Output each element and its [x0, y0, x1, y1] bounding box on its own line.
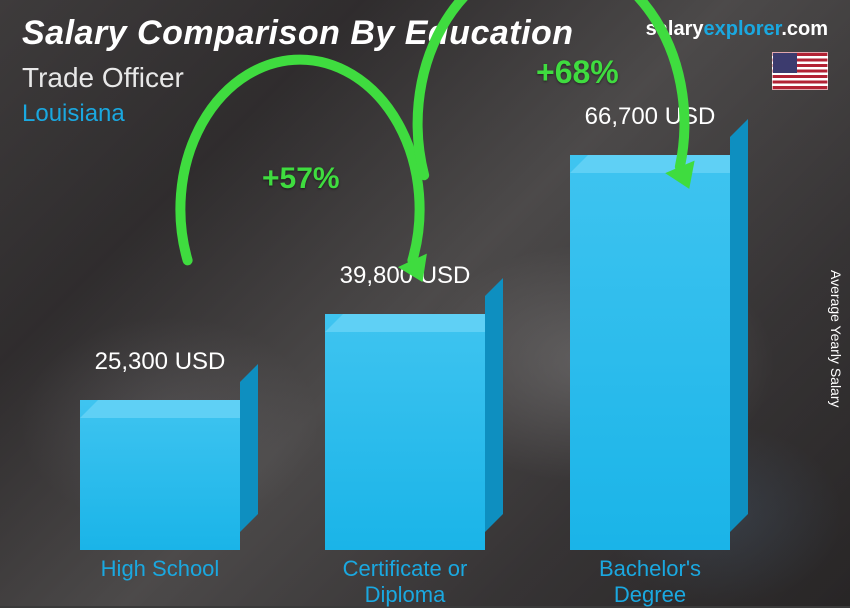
bar-group: 25,300 USD — [80, 400, 240, 550]
brand-accent: explorer — [703, 18, 781, 40]
job-subtitle: Trade Officer — [22, 62, 184, 94]
bar-top-face — [80, 400, 258, 418]
bar — [80, 400, 240, 550]
bar-label: Certificate orDiploma — [295, 556, 515, 608]
yaxis-label: Average Yearly Salary — [828, 270, 844, 408]
chart-container: Salary Comparison By Education Trade Off… — [0, 0, 850, 606]
flag-icon — [772, 52, 828, 90]
bar-side-face — [730, 119, 748, 532]
increase-percent: +57% — [262, 162, 340, 196]
brand-suffix: .com — [781, 18, 828, 40]
bar-side-face — [240, 364, 258, 532]
labels-area: High SchoolCertificate orDiplomaBachelor… — [80, 550, 780, 606]
increase-percent: +68% — [536, 54, 619, 91]
bar — [325, 314, 485, 550]
bar-group: 39,800 USD — [325, 314, 485, 550]
bar-label: High School — [50, 556, 270, 582]
bar-label: Bachelor'sDegree — [540, 556, 760, 608]
bar-side-face — [485, 278, 503, 532]
bar-value: 25,300 USD — [60, 348, 260, 376]
